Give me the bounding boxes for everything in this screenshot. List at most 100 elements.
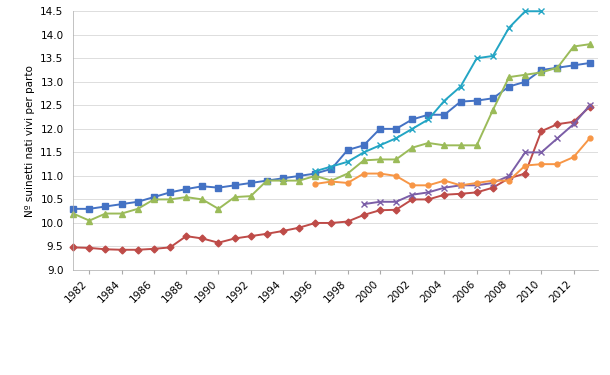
NV Danimarca (392, 136, 400, 141)
Line: NV Spagna: NV Spagna (71, 104, 592, 252)
NV Catalunya (392, 200, 400, 204)
NV Olanda (586, 42, 594, 46)
NV Olanda (264, 178, 271, 183)
NV Gran Bretagna (457, 183, 464, 188)
NV Danimarca (360, 150, 367, 154)
NV Danimarca (473, 56, 481, 60)
Y-axis label: Nº suinetti nati vivi per parto: Nº suinetti nati vivi per parto (24, 64, 35, 217)
NV Olanda (554, 66, 561, 70)
NV Francia (134, 200, 142, 204)
NV Catalunya (489, 181, 497, 185)
NV Spagna (392, 207, 400, 212)
NV Catalunya (570, 122, 577, 126)
NV Catalunya (457, 183, 464, 188)
NV Catalunya (409, 192, 416, 197)
Legend: NV Spagna, NV Francia, NV Olanda, NV Catalunya, NV Danimarca, NV Gran Bretagna: NV Spagna, NV Francia, NV Olanda, NV Cat… (56, 373, 610, 375)
NV Spagna (182, 234, 190, 238)
NV Francia (264, 178, 271, 183)
NV Spagna (473, 190, 481, 195)
NV Gran Bretagna (586, 136, 594, 141)
NV Danimarca (457, 84, 464, 89)
NV Olanda (167, 197, 174, 202)
NV Olanda (392, 157, 400, 162)
NV Francia (182, 187, 190, 191)
NV Danimarca (312, 169, 319, 174)
NV Olanda (570, 44, 577, 49)
NV Spagna (312, 221, 319, 225)
NV Olanda (425, 141, 432, 145)
NV Olanda (85, 218, 93, 223)
NV Spagna (215, 240, 222, 245)
NV Danimarca (344, 159, 351, 164)
NV Spagna (489, 185, 497, 190)
NV Francia (247, 181, 254, 185)
NV Olanda (150, 197, 157, 202)
NV Catalunya (376, 200, 384, 204)
NV Spagna (522, 171, 529, 176)
NV Francia (150, 195, 157, 200)
NV Spagna (167, 245, 174, 250)
NV Gran Bretagna (392, 174, 400, 178)
NV Catalunya (537, 150, 545, 154)
NV Gran Bretagna (570, 155, 577, 159)
NV Olanda (537, 70, 545, 75)
NV Olanda (199, 197, 206, 202)
Line: NV Olanda: NV Olanda (70, 41, 592, 224)
NV Gran Bretagna (522, 163, 529, 168)
NV Spagna (554, 122, 561, 126)
NV Olanda (70, 211, 77, 216)
NV Olanda (247, 194, 254, 198)
NV Francia (505, 84, 512, 89)
NV Olanda (215, 207, 222, 211)
NV Danimarca (537, 9, 545, 14)
NV Danimarca (441, 98, 448, 103)
Line: NV Francia: NV Francia (70, 60, 592, 211)
NV Danimarca (522, 9, 529, 14)
NV Spagna (85, 246, 93, 250)
NV Spagna (118, 248, 125, 252)
NV Danimarca (505, 26, 512, 30)
NV Francia (279, 176, 287, 180)
NV Francia (295, 174, 303, 178)
NV Danimarca (489, 54, 497, 58)
NV Catalunya (425, 190, 432, 195)
NV Catalunya (522, 150, 529, 154)
NV Olanda (489, 108, 497, 112)
NV Catalunya (441, 185, 448, 190)
NV Spagna (199, 236, 206, 241)
NV Francia (328, 166, 335, 171)
NV Gran Bretagna (409, 183, 416, 188)
NV Spagna (425, 197, 432, 202)
NV Danimarca (425, 117, 432, 122)
NV Spagna (150, 247, 157, 251)
NV Spagna (134, 248, 142, 252)
NV Olanda (118, 211, 125, 216)
NV Catalunya (554, 136, 561, 141)
NV Francia (344, 148, 351, 152)
NV Francia (409, 117, 416, 122)
NV Francia (570, 63, 577, 68)
NV Gran Bretagna (328, 179, 335, 184)
NV Danimarca (328, 164, 335, 169)
NV Francia (360, 143, 367, 148)
NV Spagna (537, 129, 545, 134)
NV Spagna (376, 208, 384, 213)
NV Gran Bretagna (554, 162, 561, 166)
NV Olanda (328, 178, 335, 183)
NV Danimarca (376, 143, 384, 148)
NV Spagna (586, 105, 594, 109)
NV Francia (102, 204, 109, 209)
NV Francia (376, 127, 384, 131)
NV Francia (199, 184, 206, 189)
NV Gran Bretagna (376, 171, 384, 176)
NV Gran Bretagna (312, 182, 319, 186)
NV Francia (70, 207, 77, 211)
NV Spagna (70, 245, 77, 250)
NV Francia (441, 112, 448, 117)
NV Francia (312, 171, 319, 176)
NV Olanda (279, 178, 287, 183)
NV Gran Bretagna (537, 162, 545, 166)
NV Catalunya (505, 174, 512, 178)
NV Gran Bretagna (344, 181, 351, 185)
NV Spagna (360, 213, 367, 217)
